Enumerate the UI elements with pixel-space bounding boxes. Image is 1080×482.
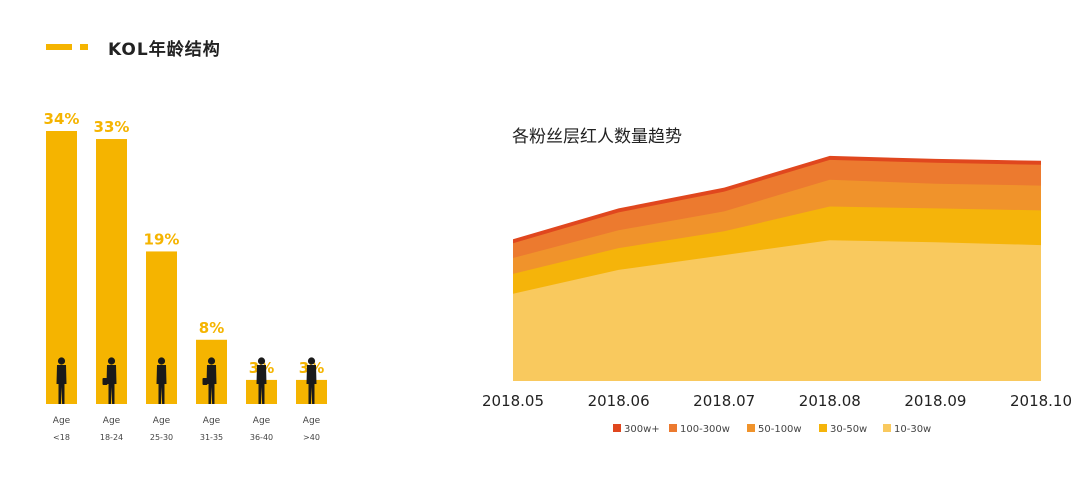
title-accent-dash-short — [80, 44, 88, 50]
section-header: KOL年龄结构 — [46, 39, 221, 60]
category-label-line1: Age — [203, 416, 221, 426]
bar-data-label: 19% — [144, 230, 180, 248]
legend-label: 100-300w — [680, 424, 730, 435]
person-silhouette-icon — [306, 357, 317, 404]
area-chart-title: 各粉丝层红人数量趋势 — [512, 127, 682, 147]
legend-item: 50-100w — [747, 424, 802, 435]
bar-data-label: 8% — [199, 319, 224, 337]
area-series-10-30w — [513, 240, 1041, 381]
category-label-line1: Age — [303, 416, 321, 426]
legend-swatch — [747, 424, 755, 432]
legend-label: 10-30w — [894, 424, 931, 435]
category-label-line1: Age — [103, 416, 121, 426]
title-accent-dash-long — [46, 44, 72, 50]
legend-item: 300w+ — [613, 424, 660, 435]
x-tick-label: 2018.06 — [588, 392, 650, 410]
x-tick-label: 2018.05 — [482, 392, 544, 410]
category-label-line2: 36-40 — [250, 433, 273, 442]
legend-swatch — [669, 424, 677, 432]
x-tick-label: 2018.07 — [693, 392, 755, 410]
legend-swatch — [883, 424, 891, 432]
section-title: KOL年龄结构 — [108, 39, 221, 60]
legend-item: 10-30w — [883, 424, 931, 435]
legend-label: 50-100w — [758, 424, 802, 435]
person-silhouette-icon — [202, 357, 217, 404]
x-tick-label: 2018.10 — [1010, 392, 1072, 410]
legend-item: 100-300w — [669, 424, 730, 435]
legend-swatch — [819, 424, 827, 432]
x-tick-label: 2018.09 — [904, 392, 966, 410]
legend-label: 300w+ — [624, 424, 660, 435]
category-label-line2: 31-35 — [200, 433, 223, 442]
bar-data-label: 33% — [94, 118, 130, 136]
person-silhouette-icon — [102, 357, 117, 404]
person-silhouette-icon — [256, 357, 267, 404]
legend-label: 30-50w — [830, 424, 867, 435]
person-silhouette-icon — [156, 357, 167, 404]
category-label-line2: >40 — [303, 433, 320, 442]
category-label-line2: 25-30 — [150, 433, 173, 442]
legend-item: 30-50w — [819, 424, 867, 435]
x-tick-label: 2018.08 — [799, 392, 861, 410]
category-label-line1: Age — [153, 416, 171, 426]
category-label-line1: Age — [253, 416, 271, 426]
person-silhouette-icon — [56, 357, 67, 404]
category-label-line2: 18-24 — [100, 433, 123, 442]
legend-swatch — [613, 424, 621, 432]
bar-data-label: 34% — [44, 110, 80, 128]
fan-tier-area-chart: 各粉丝层红人数量趋势 2018.05 2018.06 2018.07 2018.08 2… — [482, 127, 1072, 435]
category-label-line1: Age — [53, 416, 71, 426]
category-label-line2: <18 — [53, 433, 70, 442]
age-bar-chart: 34% Age <18 33% Age 18-24 19% Age 25-30 8% Age 31-3… — [44, 110, 327, 442]
